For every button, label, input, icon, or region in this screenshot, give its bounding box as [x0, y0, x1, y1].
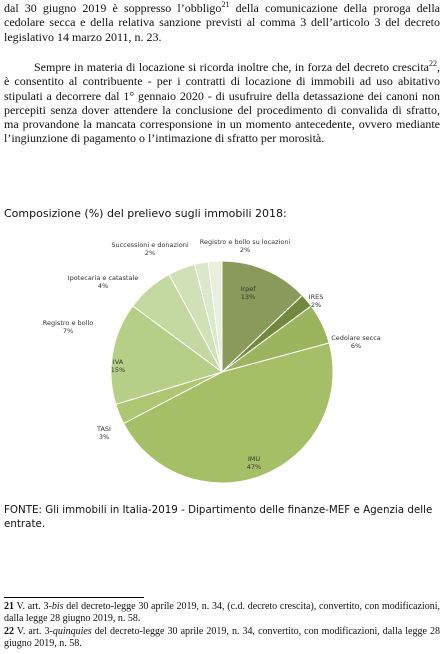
source: FONTE: Gli immobili in Italia-2019 - Dip… — [4, 504, 433, 530]
slice-label: IVA — [113, 358, 124, 366]
slice-value-label: 4% — [98, 282, 108, 290]
paragraph: dal 30 giugno 2019 è soppresso l’obbligo… — [4, 1, 440, 44]
footnote: 21 V. art. 3-bis del decreto-legge 30 ap… — [4, 601, 440, 624]
chart-caption: Composizione (%) del prelievo sugli immo… — [4, 207, 287, 220]
slice-value-label: 3% — [99, 433, 109, 441]
footnote-ref: 21 — [221, 0, 230, 9]
paragraph: Sempre in materia di locazione si ricord… — [4, 60, 440, 146]
slice-label: Cedolare secca — [331, 334, 381, 342]
footnote-ref: 22 — [429, 59, 437, 68]
footnote-number: 21 — [4, 601, 14, 612]
slice-value-label: 2% — [311, 301, 321, 309]
pie-slice — [221, 260, 304, 374]
slice-label: Irpef — [240, 285, 256, 293]
text: dal 30 giugno 2019 è soppresso l’obbligo — [4, 1, 222, 15]
slice-label: IRES — [309, 293, 324, 301]
slice-value-label: 47% — [247, 463, 261, 471]
text: quinquies — [52, 626, 92, 637]
pie-slice — [110, 305, 224, 405]
text: bis — [51, 601, 64, 612]
footnote-rule — [4, 597, 144, 598]
text: della comunicazione della proroga della … — [4, 1, 440, 44]
slice-label: Ipotecaria e catastale — [68, 274, 139, 282]
pie-slice — [122, 342, 334, 484]
slice-label: Registro e bollo su locazioni — [200, 238, 291, 246]
slice-label: IMU — [248, 455, 261, 463]
pie-slice — [207, 260, 223, 373]
slice-value-label: 2% — [145, 249, 155, 257]
slice-label: Successioni e donazioni — [111, 241, 189, 249]
text: V. art. 3- — [14, 626, 53, 637]
footnote-number: 22 — [4, 626, 14, 637]
slice-value-label: 2% — [240, 246, 250, 254]
slice-value-label: 6% — [351, 342, 361, 350]
slice-label: Registro e bollo — [43, 319, 93, 327]
slice-value-label: 13% — [241, 293, 255, 301]
text: Sempre in materia di locazione si ricord… — [34, 60, 429, 74]
footnote: 22 V. art. 3-quinquies del decreto-legge… — [4, 626, 440, 649]
text: del decreto-legge 30 aprile 2019, n. 34,… — [4, 601, 440, 624]
slice-value-label: 7% — [63, 327, 73, 335]
text: , è consentito al contribuente - per i c… — [4, 60, 440, 146]
slice-value-label: 15% — [111, 366, 125, 374]
text: V. art. 3- — [14, 601, 52, 612]
text: del decreto-legge 30 aprile 2019, n. 34,… — [4, 626, 440, 649]
slice-label: TASI — [96, 425, 111, 433]
